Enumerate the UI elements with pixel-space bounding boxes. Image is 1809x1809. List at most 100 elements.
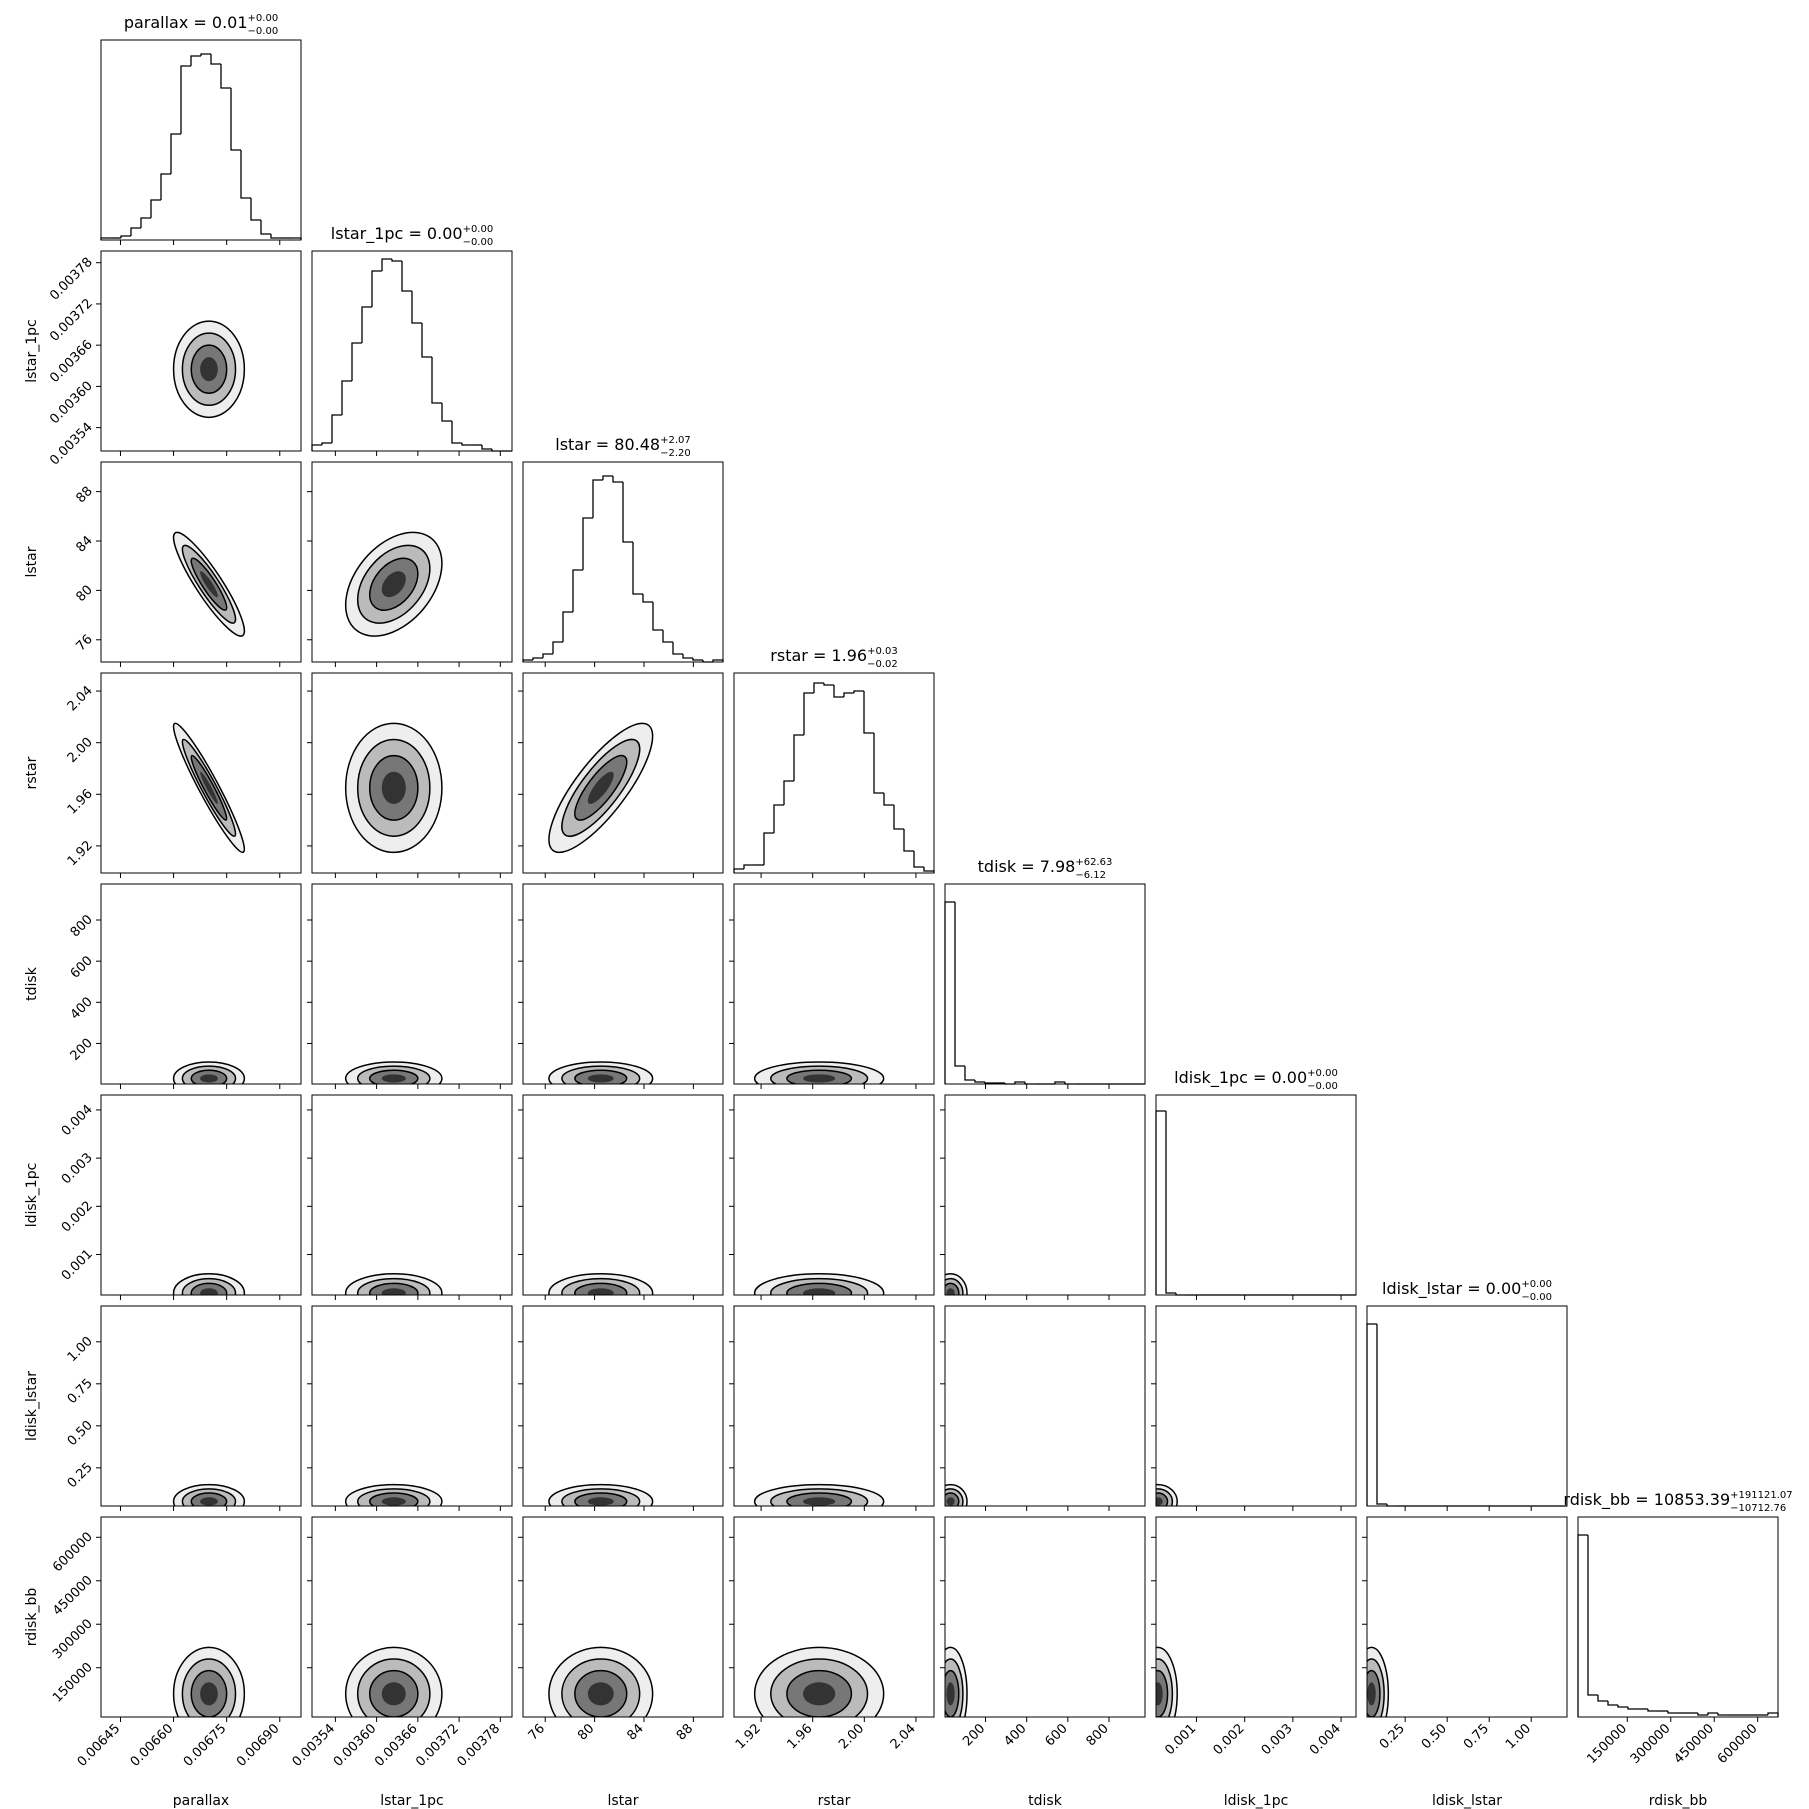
x-axis-label: lstar_1pc <box>380 1793 444 1809</box>
histogram-bin <box>170 133 181 174</box>
contour <box>786 1069 853 1084</box>
contour <box>548 1273 654 1295</box>
title-plus: +0.00 <box>248 13 279 24</box>
density <box>344 1273 443 1295</box>
contour <box>1156 1483 1178 1506</box>
panel-frame <box>733 672 935 874</box>
contour <box>786 1669 853 1717</box>
histogram-bin <box>913 851 924 868</box>
histogram-bin <box>974 1080 985 1083</box>
panel-frame <box>733 883 935 1085</box>
histogram-bin <box>1165 1111 1176 1294</box>
x-tick-label: 0.002 <box>1211 1721 1248 1758</box>
x-tick-label: 600 <box>1043 1721 1071 1749</box>
panel-frame <box>522 883 724 1085</box>
histogram-bin <box>903 829 914 852</box>
histogram-bin <box>1707 1712 1718 1715</box>
density-fill <box>200 771 218 804</box>
contour <box>368 1282 419 1295</box>
y-tick-label: 0.25 <box>65 1460 96 1491</box>
panel-title: parallax = 0.01+0.00 −0.00 <box>124 13 278 37</box>
contour <box>945 1658 964 1717</box>
histogram-bin <box>833 685 844 698</box>
histogram-bin <box>1617 1705 1628 1708</box>
contour <box>1156 1492 1169 1506</box>
contour <box>561 1277 641 1295</box>
density <box>172 722 246 854</box>
density <box>548 722 654 854</box>
density-fill <box>1367 1682 1376 1706</box>
title-main: ldisk_1pc = 0.00 <box>1174 1068 1307 1088</box>
y-tick-label: 1.00 <box>65 1334 96 1365</box>
x-tick-label: 0.003 <box>1259 1721 1296 1758</box>
contour <box>344 531 443 637</box>
y-tick-label: 600000 <box>50 1530 96 1576</box>
contour <box>561 738 641 837</box>
panel-frame <box>311 1305 513 1507</box>
y-tick-label: 150000 <box>50 1660 96 1706</box>
histogram-bin <box>321 442 332 445</box>
x-axis-label: lstar <box>607 1793 638 1809</box>
title-main: parallax = 0.01 <box>124 13 248 32</box>
density-fill <box>946 1682 955 1706</box>
x-tick-label: 0.00360 <box>331 1721 380 1770</box>
histogram-bin <box>853 690 864 693</box>
histogram-bin <box>823 683 834 686</box>
y-tick-label: 0.00354 <box>47 420 96 469</box>
x-tick-label: 0.00690 <box>234 1721 283 1770</box>
contour <box>753 1061 885 1084</box>
y-tick-label: 0.75 <box>65 1376 96 1407</box>
contour <box>753 1273 885 1295</box>
histogram-bin <box>180 65 191 134</box>
histogram-bin <box>1667 1711 1678 1714</box>
density <box>172 320 246 419</box>
density <box>172 531 246 637</box>
histogram-bin <box>984 1082 995 1084</box>
density-fill <box>200 1288 218 1295</box>
density <box>548 1646 654 1717</box>
y-tick-label: 200 <box>68 1036 96 1064</box>
density <box>945 1483 968 1506</box>
contour <box>356 1488 431 1506</box>
histogram-bin <box>572 569 583 612</box>
x-tick-label: 300000 <box>1628 1721 1674 1767</box>
panel-title: rdisk_bb = 10853.39+191121.07 −10712.76 <box>1563 1490 1792 1514</box>
x-tick-label: 400 <box>1001 1721 1029 1749</box>
title-main: ldisk_lstar = 0.00 <box>1382 1279 1521 1299</box>
histogram-bin <box>441 403 452 422</box>
y-axis-label: ldisk_lstar <box>24 1371 40 1441</box>
x-tick-label: 0.00366 <box>372 1721 421 1770</box>
histogram-bin <box>1577 1534 1588 1717</box>
histogram-bin <box>1767 1712 1779 1717</box>
histogram-bin <box>532 657 543 660</box>
title-minus: −2.20 <box>660 448 691 459</box>
histogram-bin <box>542 653 553 658</box>
contour <box>1156 1646 1178 1717</box>
contour <box>561 1658 641 1717</box>
contour <box>574 754 628 821</box>
title-plus: +0.00 <box>1307 1068 1338 1079</box>
title-minus: −0.00 <box>1521 1292 1552 1303</box>
contour <box>181 738 237 837</box>
contour <box>945 1483 968 1506</box>
contour <box>181 332 237 407</box>
density-fill <box>200 571 218 598</box>
contour <box>190 1492 228 1506</box>
contour <box>548 722 654 854</box>
contour <box>368 1069 419 1084</box>
x-tick-label: 0.75 <box>1461 1721 1492 1752</box>
histogram-bin <box>843 692 854 697</box>
x-tick-label: 84 <box>625 1721 647 1743</box>
x-tick-label: 0.00675 <box>181 1721 230 1770</box>
histogram-bin <box>351 342 362 381</box>
x-tick-label: 80 <box>575 1721 597 1743</box>
contour <box>190 557 228 611</box>
density <box>172 1483 246 1506</box>
density-fill <box>946 1497 955 1506</box>
y-tick-label: 0.00378 <box>47 255 96 304</box>
histogram-bin <box>150 199 161 218</box>
x-tick-label: 600000 <box>1715 1721 1761 1767</box>
density <box>753 1061 885 1084</box>
density <box>548 1061 654 1084</box>
